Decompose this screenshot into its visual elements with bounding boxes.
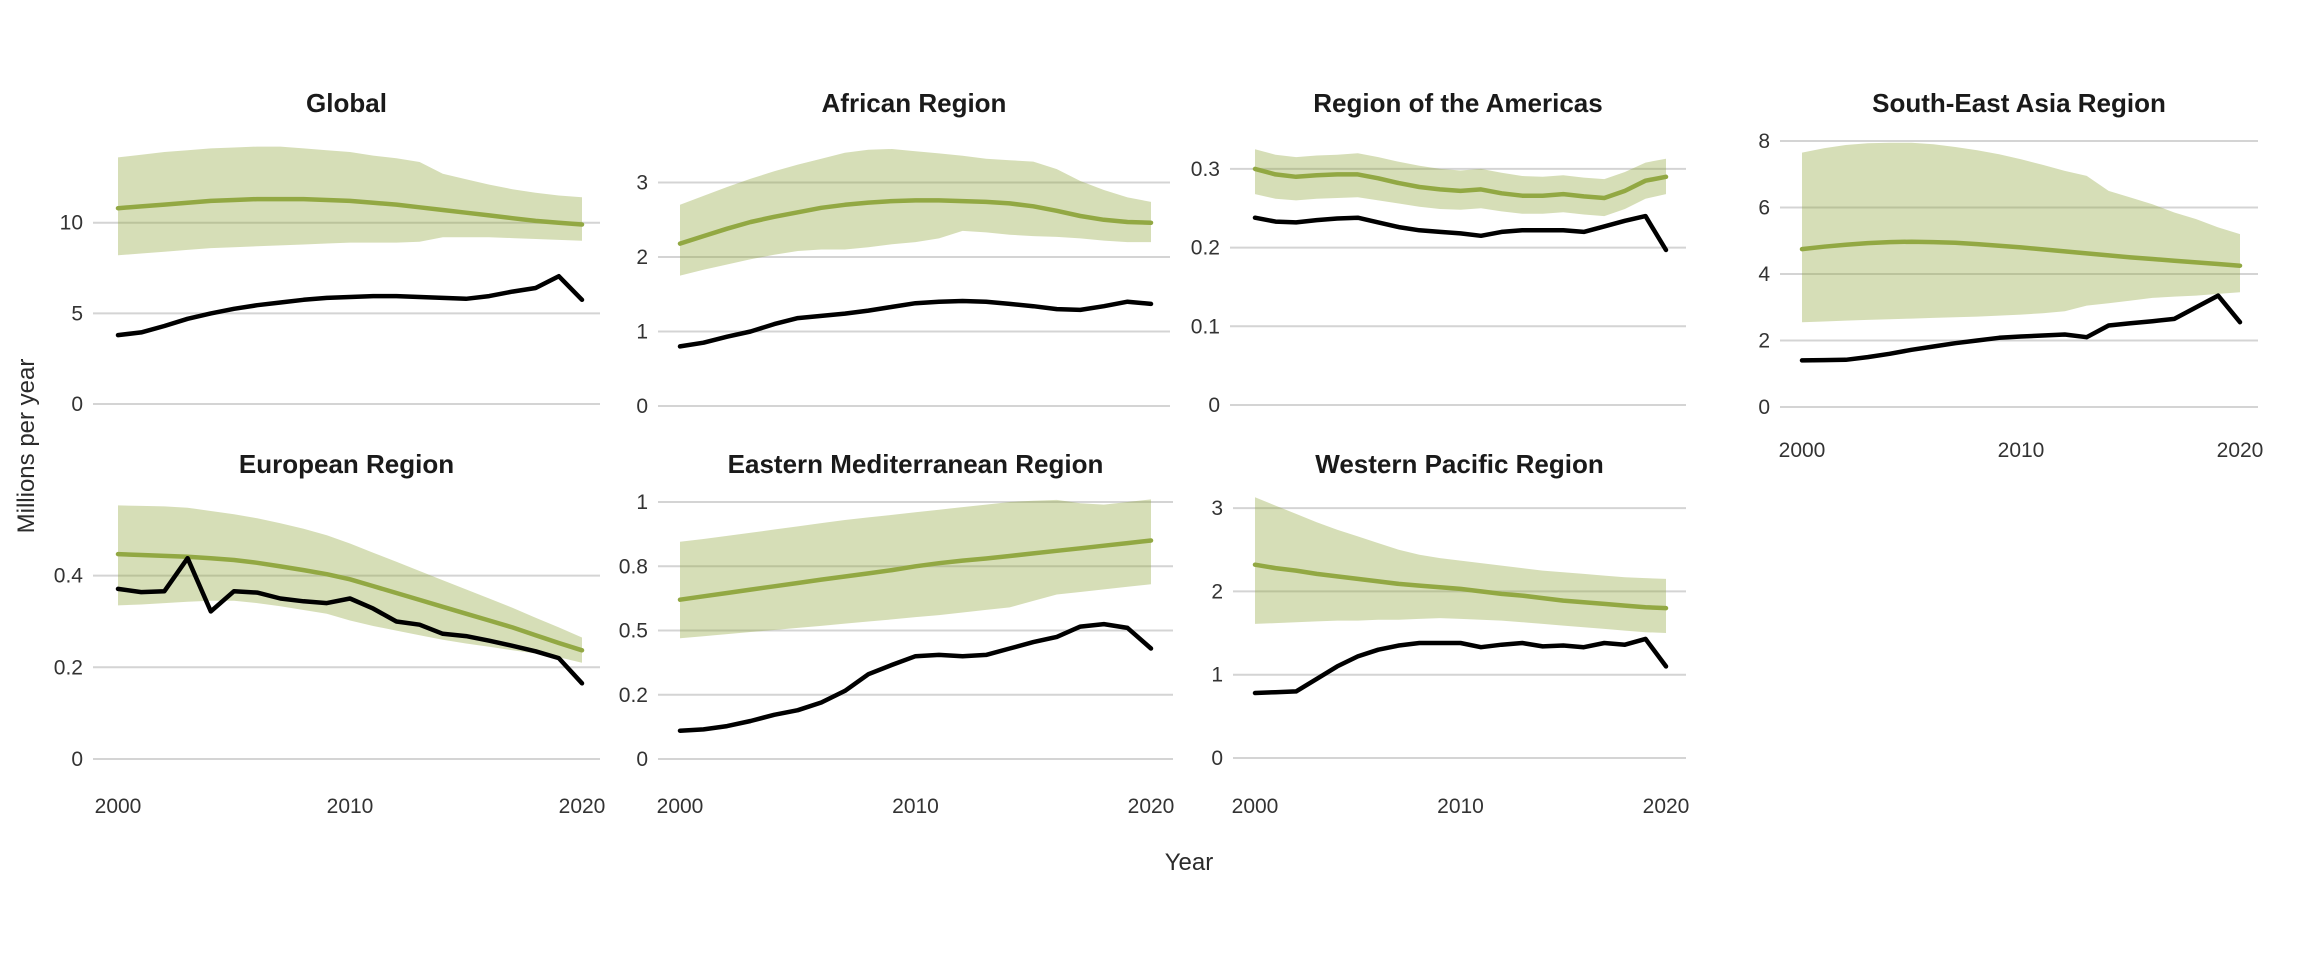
y-tick-label: 0 [1208, 394, 1220, 417]
panel-european: European Region 0.4 0.2 0 2000 2010 2020 [54, 449, 606, 818]
y-tick-label: 8 [1758, 130, 1770, 153]
y-axis-title: Millions per year [13, 358, 40, 534]
y-tick-label: 0 [71, 393, 83, 416]
y-tick-label: 0.3 [1191, 158, 1220, 181]
y-tick-label: 2 [636, 246, 648, 269]
y-tick-label: 0 [1211, 747, 1223, 770]
y-tick-label: 1 [636, 321, 648, 344]
observed-line [1252, 213, 1669, 253]
panel-title: Region of the Americas [1313, 88, 1602, 118]
x-tick-label: 2000 [657, 795, 704, 818]
estimate-line [677, 198, 1154, 246]
panel-title: Global [306, 88, 387, 118]
y-tick-label: 4 [1758, 263, 1770, 286]
y-tick-label: 5 [71, 302, 83, 325]
panel-western-pacific: Western Pacific Region 3 2 1 0 2000 2010 2020 [1211, 449, 1689, 818]
gridlines [658, 181, 1170, 407]
y-tick-label: 2 [1211, 580, 1223, 603]
gridlines [1233, 507, 1686, 759]
x-tick-label: 2020 [1128, 795, 1175, 818]
y-tick-label: 1 [1211, 664, 1223, 687]
gridlines [93, 221, 600, 405]
estimate-line [1799, 239, 2243, 268]
x-tick-label: 2000 [1232, 795, 1279, 818]
y-tick-label: 0.2 [54, 656, 83, 679]
y-tick-label: 3 [1211, 497, 1223, 520]
panel-title: African Region [822, 88, 1007, 118]
y-tick-label: 0.2 [1191, 237, 1220, 260]
uncertainty-ribbon [118, 505, 582, 663]
y-tick-label: 0 [71, 748, 83, 771]
uncertainty-ribbon [680, 149, 1151, 276]
observed-line [115, 273, 585, 338]
y-tick-label: 6 [1758, 197, 1770, 220]
panel-eastern-mediterranean: Eastern Mediterranean Region 1 0.8 0.5 0.2 0 2… [619, 449, 1175, 818]
y-tick-label: 0.5 [619, 620, 648, 643]
y-tick-label: 0 [1758, 396, 1770, 419]
y-tick-label: 1 [636, 491, 648, 514]
y-tick-label: 3 [636, 172, 648, 195]
observed-line [677, 298, 1154, 349]
x-tick-label: 2000 [1779, 439, 1826, 462]
y-tick-label: 0 [636, 395, 648, 418]
x-tick-label: 2010 [1437, 795, 1484, 818]
panel-south-east-asia: South-East Asia Region 8 6 4 2 0 2000 2010 2020 [1758, 88, 2263, 462]
panel-african: African Region 3 2 1 0 [636, 88, 1170, 418]
y-tick-label: 10 [60, 212, 83, 235]
estimate-line [115, 551, 585, 653]
x-tick-label: 2020 [1643, 795, 1690, 818]
gridlines [1230, 167, 1686, 406]
observed-line [1252, 636, 1669, 696]
y-tick-label: 0.8 [619, 555, 648, 578]
uncertainty-ribbon [1255, 497, 1666, 633]
x-axis-title: Year [1164, 849, 1214, 876]
uncertainty-ribbon [1255, 149, 1666, 217]
x-tick-label: 2010 [327, 795, 374, 818]
uncertainty-ribbon [1802, 142, 2240, 323]
y-tick-label: 0 [636, 748, 648, 771]
estimate-line [115, 196, 585, 227]
uncertainty-ribbon [680, 499, 1151, 639]
x-tick-label: 2020 [2217, 439, 2264, 462]
observed-line [677, 621, 1154, 733]
y-tick-label: 2 [1758, 330, 1770, 353]
x-tick-label: 2010 [1998, 439, 2045, 462]
y-tick-label: 0.4 [54, 565, 84, 588]
gridlines [1780, 140, 2258, 408]
panel-title: Western Pacific Region [1315, 449, 1604, 479]
y-tick-label: 0.1 [1191, 315, 1220, 338]
estimate-line [1252, 166, 1669, 201]
panel-title: European Region [239, 449, 454, 479]
panel-title: Eastern Mediterranean Region [728, 449, 1104, 479]
y-tick-label: 0.2 [619, 684, 648, 707]
observed-line [1799, 293, 2243, 363]
observed-line [115, 555, 585, 686]
x-tick-label: 2020 [559, 795, 606, 818]
x-tick-label: 2000 [95, 795, 142, 818]
panel-global: Global 10 5 0 [60, 88, 600, 416]
x-tick-label: 2010 [892, 795, 939, 818]
estimate-line [677, 538, 1154, 602]
estimate-line [1252, 562, 1669, 611]
panel-americas: Region of the Americas 0.3 0.2 0.1 0 [1191, 88, 1686, 417]
panel-title: South-East Asia Region [1872, 88, 2166, 118]
